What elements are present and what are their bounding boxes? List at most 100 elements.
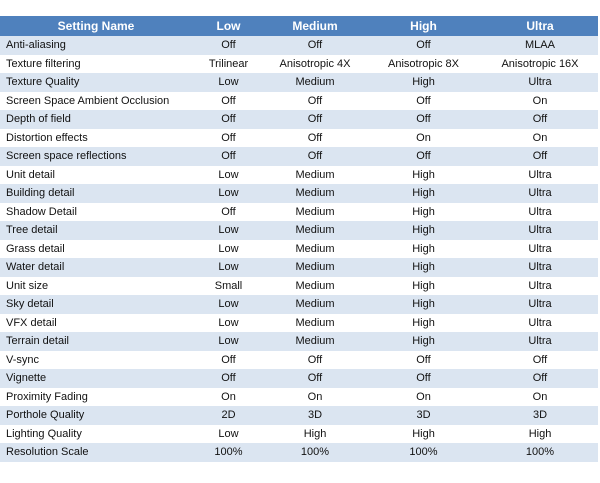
setting-value: High	[365, 276, 482, 295]
table-row: Sky detail Low Medium High Ultra	[0, 295, 598, 314]
setting-name: Building detail	[0, 184, 192, 203]
setting-name: Terrain detail	[0, 332, 192, 351]
table-row: Screen Space Ambient Occlusion Off Off Off O…	[0, 91, 598, 110]
setting-value: Off	[365, 350, 482, 369]
setting-value: Ultra	[482, 276, 598, 295]
table-row: Building detail Low Medium High Ultra	[0, 184, 598, 203]
setting-value: Off	[365, 91, 482, 110]
setting-value: Low	[192, 73, 265, 92]
setting-value: On	[482, 387, 598, 406]
setting-name: Screen space reflections	[0, 147, 192, 166]
setting-value: Ultra	[482, 165, 598, 184]
setting-value: Off	[265, 147, 365, 166]
setting-value: Off	[365, 369, 482, 388]
setting-value: Off	[192, 110, 265, 129]
setting-value: Off	[265, 36, 365, 55]
setting-value: Ultra	[482, 295, 598, 314]
setting-value: 2D	[192, 406, 265, 425]
setting-value: Low	[192, 258, 265, 277]
setting-value: Ultra	[482, 221, 598, 240]
table-row: Screen space reflections Off Off Off Off	[0, 147, 598, 166]
setting-value: High	[365, 221, 482, 240]
setting-name: Unit size	[0, 276, 192, 295]
setting-value: Low	[192, 295, 265, 314]
setting-value: 100%	[365, 443, 482, 462]
setting-value: Low	[192, 313, 265, 332]
table-row: Resolution Scale 100% 100% 100% 100%	[0, 443, 598, 462]
page: Setting Name Low Medium High Ultra Anti-alia…	[0, 16, 598, 462]
setting-name: Unit detail	[0, 165, 192, 184]
setting-value: Low	[192, 424, 265, 443]
setting-value: Ultra	[482, 202, 598, 221]
setting-name: Lighting Quality	[0, 424, 192, 443]
setting-value: On	[265, 387, 365, 406]
setting-value: Medium	[265, 276, 365, 295]
setting-value: High	[365, 258, 482, 277]
table-row: Anti-aliasing Off Off Off MLAA	[0, 36, 598, 55]
setting-value: 3D	[265, 406, 365, 425]
setting-value: Off	[192, 91, 265, 110]
setting-value: Low	[192, 165, 265, 184]
setting-value: Medium	[265, 73, 365, 92]
setting-name: Depth of field	[0, 110, 192, 129]
setting-value: Anisotropic 4X	[265, 54, 365, 73]
setting-value: Medium	[265, 313, 365, 332]
setting-value: High	[365, 184, 482, 203]
setting-value: Off	[265, 128, 365, 147]
setting-name: Grass detail	[0, 239, 192, 258]
setting-value: Off	[365, 147, 482, 166]
setting-value: Off	[265, 110, 365, 129]
setting-value: Medium	[265, 332, 365, 351]
header-cell: High	[365, 16, 482, 36]
setting-name: Resolution Scale	[0, 443, 192, 462]
table-row: Unit detail Low Medium High Ultra	[0, 165, 598, 184]
setting-value: On	[365, 387, 482, 406]
setting-value: Medium	[265, 165, 365, 184]
header-cell: Ultra	[482, 16, 598, 36]
setting-value: Off	[482, 350, 598, 369]
setting-value: Low	[192, 239, 265, 258]
setting-value: Ultra	[482, 184, 598, 203]
header-cell: Medium	[265, 16, 365, 36]
setting-value: Off	[192, 36, 265, 55]
table-row: Shadow Detail Off Medium High Ultra	[0, 202, 598, 221]
setting-name: Vignette	[0, 369, 192, 388]
setting-value: Off	[192, 202, 265, 221]
settings-table: Setting Name Low Medium High Ultra Anti-alia…	[0, 16, 598, 462]
setting-value: 100%	[482, 443, 598, 462]
setting-value: Low	[192, 184, 265, 203]
table-row: Water detail Low Medium High Ultra	[0, 258, 598, 277]
table-row: Distortion effects Off Off On On	[0, 128, 598, 147]
setting-value: Medium	[265, 258, 365, 277]
setting-value: Off	[265, 91, 365, 110]
setting-value: High	[365, 424, 482, 443]
table-row: Depth of field Off Off Off Off	[0, 110, 598, 129]
setting-value: High	[365, 239, 482, 258]
setting-value: Off	[482, 147, 598, 166]
setting-name: Distortion effects	[0, 128, 192, 147]
setting-name: Texture Quality	[0, 73, 192, 92]
setting-value: Off	[192, 369, 265, 388]
setting-value: Off	[365, 110, 482, 129]
table-row: Terrain detail Low Medium High Ultra	[0, 332, 598, 351]
table-body: Anti-aliasing Off Off Off MLAA Texture filter…	[0, 36, 598, 462]
table-row: Lighting Quality Low High High High	[0, 424, 598, 443]
setting-value: Off	[192, 350, 265, 369]
setting-value: High	[365, 202, 482, 221]
setting-value: Low	[192, 221, 265, 240]
setting-value: On	[482, 128, 598, 147]
setting-value: 3D	[482, 406, 598, 425]
header-cell: Low	[192, 16, 265, 36]
setting-value: High	[265, 424, 365, 443]
setting-value: Off	[365, 36, 482, 55]
setting-name: Shadow Detail	[0, 202, 192, 221]
table-row: Vignette Off Off Off Off	[0, 369, 598, 388]
setting-name: Texture filtering	[0, 54, 192, 73]
setting-value: Medium	[265, 295, 365, 314]
setting-name: VFX detail	[0, 313, 192, 332]
setting-name: Anti-aliasing	[0, 36, 192, 55]
table-row: Porthole Quality 2D 3D 3D 3D	[0, 406, 598, 425]
setting-name: Porthole Quality	[0, 406, 192, 425]
setting-name: Water detail	[0, 258, 192, 277]
header-cell: Setting Name	[0, 16, 192, 36]
